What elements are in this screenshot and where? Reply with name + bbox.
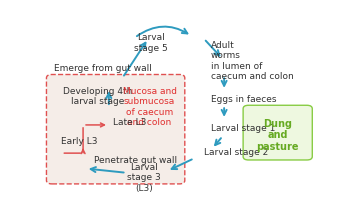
FancyBboxPatch shape [243, 105, 312, 160]
Text: Larval
stage 5: Larval stage 5 [134, 33, 168, 53]
Text: Adult
worms
in lumen of
caecum and colon: Adult worms in lumen of caecum and colon [211, 41, 293, 81]
Text: Larval stage 1: Larval stage 1 [211, 124, 275, 133]
Text: Penetrate gut wall: Penetrate gut wall [94, 156, 177, 165]
Text: Late L3: Late L3 [113, 118, 146, 127]
Text: Early L3: Early L3 [61, 137, 98, 146]
Text: Eggs in faeces: Eggs in faeces [211, 95, 276, 104]
Text: Developing 4th
larval stage: Developing 4th larval stage [63, 87, 133, 106]
FancyBboxPatch shape [47, 75, 185, 184]
Text: Larval stage 2: Larval stage 2 [204, 148, 268, 157]
Text: Emerge from gut wall: Emerge from gut wall [55, 64, 152, 73]
Text: Dung
and
pasture: Dung and pasture [257, 119, 299, 152]
Text: Mucosa and
submucosa
of caecum
and colon: Mucosa and submucosa of caecum and colon [122, 87, 176, 127]
Text: Larval
stage 3
(L3): Larval stage 3 (L3) [127, 163, 161, 193]
